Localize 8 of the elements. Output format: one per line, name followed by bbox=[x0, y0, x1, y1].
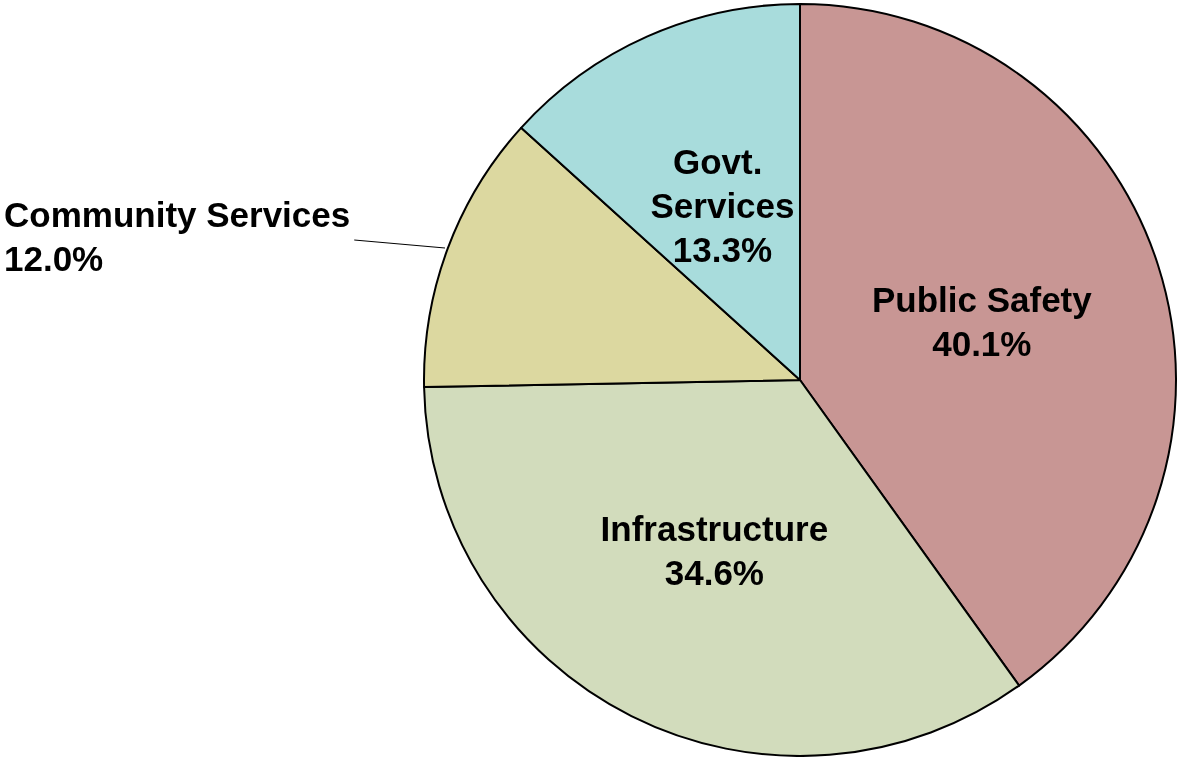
slice-label: Public Safety bbox=[871, 280, 1093, 320]
slice-label: Govt. Services bbox=[650, 141, 795, 225]
data-label: 13.3% bbox=[672, 229, 773, 269]
data-label: 34.6% bbox=[664, 553, 764, 593]
slice-label: Infrastructure bbox=[600, 509, 829, 549]
data-label: 40.1% bbox=[932, 324, 1032, 364]
data-label: 12.0% bbox=[4, 238, 104, 278]
slice-label: Community Services bbox=[4, 194, 351, 234]
